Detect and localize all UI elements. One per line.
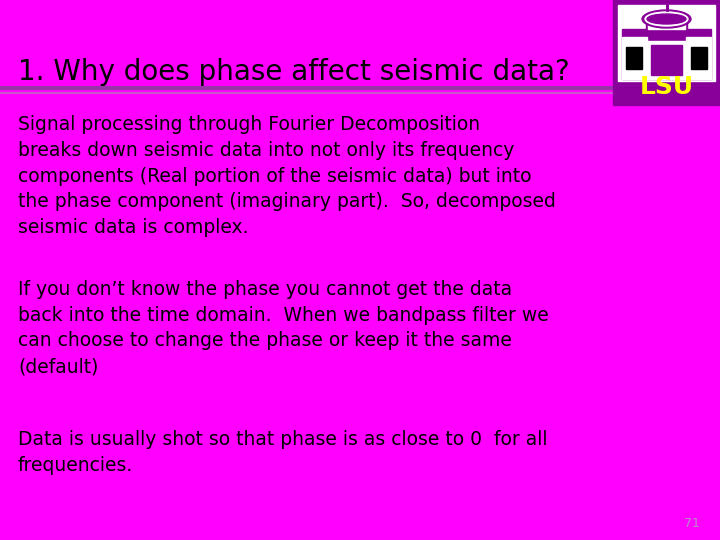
Text: If you don’t know the phase you cannot get the data
back into the time domain.  : If you don’t know the phase you cannot g… [18, 280, 549, 376]
Bar [691, 47, 707, 69]
Ellipse shape [645, 12, 688, 26]
Text: 1. Why does phase affect seismic data?: 1. Why does phase affect seismic data? [18, 58, 570, 86]
Text: Data is usually shot so that phase is as close to 0  for all
frequencies.: Data is usually shot so that phase is as… [18, 430, 547, 475]
Text: 71: 71 [684, 517, 700, 530]
Bar [649, 21, 685, 29]
Bar [618, 5, 715, 80]
Bar [647, 21, 687, 31]
Text: Signal processing through Fourier Decomposition
breaks down seismic data into no: Signal processing through Fourier Decomp… [18, 115, 556, 237]
Bar [622, 29, 711, 79]
Bar [644, 41, 689, 79]
Bar [652, 45, 682, 75]
Bar [622, 37, 647, 79]
Ellipse shape [642, 10, 691, 28]
Bar [613, 0, 720, 105]
Text: LSU: LSU [639, 75, 693, 99]
Ellipse shape [647, 14, 686, 24]
Bar [686, 37, 711, 79]
Bar [626, 47, 642, 69]
